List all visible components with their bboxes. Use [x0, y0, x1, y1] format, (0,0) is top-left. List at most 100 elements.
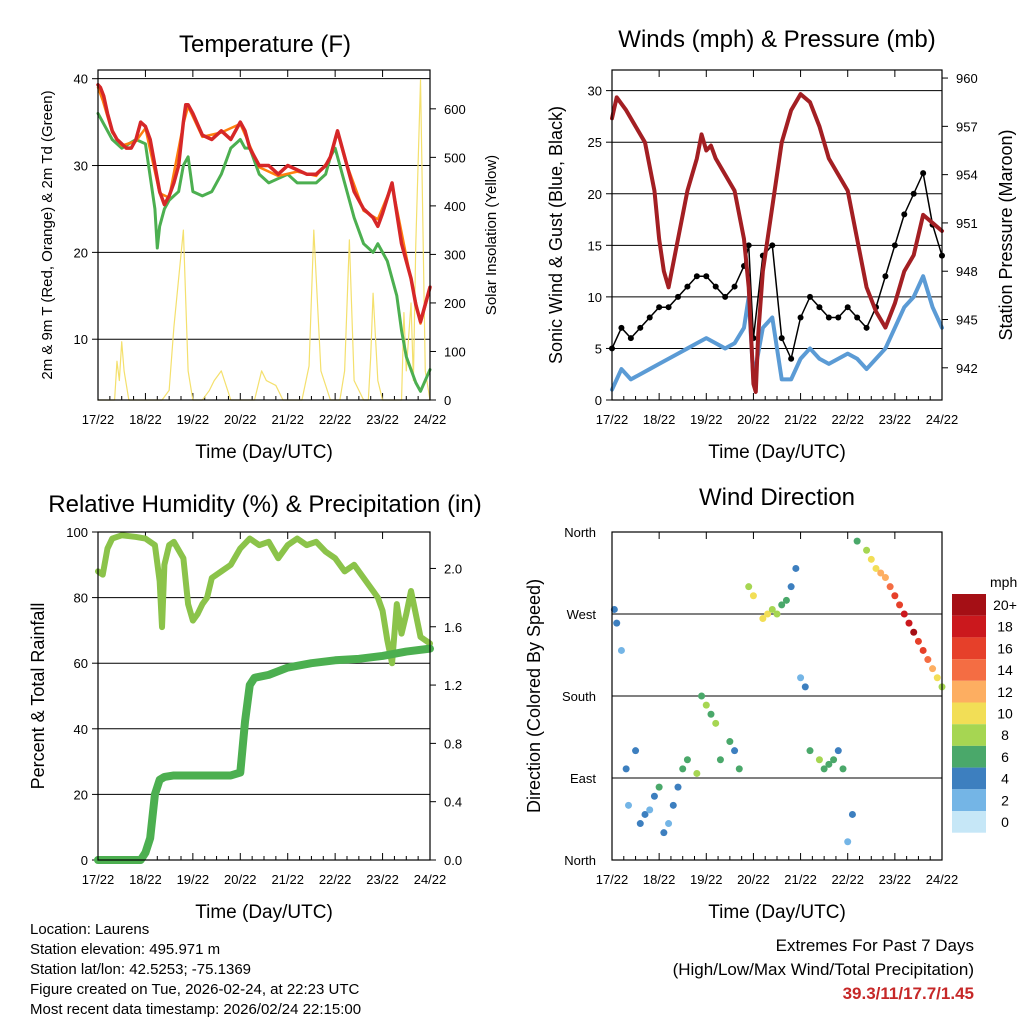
temperature-xtick-label: 19/22 — [177, 412, 210, 427]
location-text: Location: Laurens — [30, 921, 150, 938]
humidity-y2tick-label: 0.0 — [444, 853, 462, 868]
winds-xtick-label: 20/22 — [737, 412, 770, 427]
temperature-ytick-label: 10 — [74, 332, 88, 347]
direction-point — [787, 583, 795, 591]
direction-ytick-label: South — [562, 689, 596, 704]
humidity-ytick-label: 100 — [66, 525, 88, 540]
humidity-y2tick-label: 1.6 — [444, 620, 462, 635]
temperature-plot-border — [97, 69, 431, 401]
direction-point — [886, 583, 894, 591]
temperature-ytick-label: 40 — [74, 72, 88, 87]
colorbar-swatch — [952, 789, 986, 811]
direction-point — [782, 596, 790, 604]
direction-point — [881, 574, 889, 582]
direction-point — [924, 656, 932, 664]
direction-ylabel: Direction (Colored By Speed) — [524, 579, 544, 813]
direction-point — [933, 674, 941, 682]
winds-y2label: Station Pressure (Maroon) — [996, 129, 1016, 340]
direction-point — [660, 829, 668, 837]
humidity-y2tick-label: 1.2 — [444, 678, 462, 693]
direction-ytick-label: West — [567, 607, 597, 622]
direction-point — [900, 610, 908, 618]
winds-y2tick-label: 957 — [956, 119, 978, 134]
direction-point — [712, 719, 720, 727]
temperature-y2tick-label: 300 — [444, 247, 466, 262]
colorbar-swatch — [952, 745, 986, 768]
direction-point — [820, 765, 828, 773]
colorbar-label: 8 — [1001, 727, 1009, 743]
station-info: Location: Laurens Station elevation: 495… — [30, 920, 361, 1020]
direction-point — [735, 765, 743, 773]
direction-point — [773, 610, 781, 618]
winds-ytick-label: 0 — [595, 393, 602, 408]
temperature-xtick-label: 17/22 — [82, 412, 115, 427]
direction-point — [716, 756, 724, 764]
direction-title: Wind Direction — [699, 484, 855, 511]
winds-y2tick-label: 945 — [956, 313, 978, 328]
direction-point — [764, 610, 772, 618]
temperature-xtick-label: 22/22 — [319, 412, 352, 427]
series-sonic-wind — [610, 274, 944, 392]
elevation-text: Station elevation: 495.971 m — [30, 941, 221, 958]
direction-xtick-label: 18/22 — [643, 872, 676, 887]
direction-ytick-label: North — [564, 525, 596, 540]
colorbar-swatch — [952, 702, 986, 725]
speed-colorbar: mph 20+ 18 16 14 12 10 8 6 4 2 0 — [952, 574, 1017, 833]
humidity-xtick-label: 19/22 — [177, 872, 210, 887]
winds-xtick-label: 19/22 — [690, 412, 723, 427]
humidity-ytick-label: 0 — [81, 853, 88, 868]
temperature-xtick-label: 21/22 — [271, 412, 304, 427]
direction-point — [674, 783, 682, 791]
direction-point — [797, 674, 805, 682]
humidity-chart: Relative Humidity (%) & Precipitation (i… — [28, 491, 482, 923]
direction-point — [749, 592, 757, 600]
humidity-xtick-label: 20/22 — [224, 872, 257, 887]
direction-point — [853, 537, 861, 545]
direction-xtick-label: 21/22 — [784, 872, 817, 887]
temperature-xtick-label: 18/22 — [129, 412, 162, 427]
winds-y2tick-label: 948 — [956, 264, 978, 279]
direction-point — [872, 564, 880, 572]
colorbar-swatch — [952, 811, 986, 833]
colorbar-title: mph — [990, 574, 1017, 590]
direction-point — [848, 810, 856, 818]
direction-point — [693, 769, 701, 777]
winds-y2tick-label: 951 — [956, 216, 978, 231]
direction-point — [834, 747, 842, 755]
series-station-pressure — [610, 92, 944, 394]
winds-plot-border — [611, 69, 943, 401]
colorbar-swatch — [952, 615, 986, 638]
series-2m-t — [96, 83, 432, 324]
direction-point — [632, 747, 640, 755]
temperature-xtick-label: 24/22 — [414, 412, 447, 427]
direction-point — [646, 806, 654, 814]
temperature-y2tick-label: 600 — [444, 102, 466, 117]
temperature-chart: Temperature (F) Time (Day/UTC) 17/22 18/22 1… — [39, 31, 500, 463]
temperature-y2tick-label: 500 — [444, 150, 466, 165]
direction-point — [610, 605, 618, 613]
colorbar-label: 18 — [997, 619, 1013, 635]
colorbar-label: 10 — [997, 706, 1013, 722]
colorbar-label: 12 — [997, 684, 1013, 700]
colorbar-swatch — [952, 680, 986, 703]
humidity-plot-border — [97, 531, 431, 861]
colorbar-swatch — [952, 724, 986, 746]
direction-point — [683, 756, 691, 764]
direction-point — [910, 628, 918, 636]
winds-y2tick-label: 942 — [956, 361, 978, 376]
direction-point — [702, 701, 710, 709]
recent-timestamp-text: Most recent data timestamp: 2026/02/24 2… — [30, 1001, 362, 1018]
direction-point — [867, 555, 875, 563]
direction-chart: Wind Direction Time (Day/UTC) 17/22 18/22 19… — [524, 484, 958, 923]
direction-point — [914, 637, 922, 645]
colorbar-swatch — [952, 659, 986, 681]
direction-ytick-label: East — [570, 771, 596, 786]
series-2m-td — [96, 111, 432, 393]
humidity-xtick-label: 24/22 — [414, 872, 447, 887]
winds-xtick-label: 24/22 — [926, 412, 959, 427]
direction-point — [806, 747, 814, 755]
direction-point — [759, 615, 767, 623]
direction-point — [839, 765, 847, 773]
direction-xtick-label: 22/22 — [831, 872, 864, 887]
